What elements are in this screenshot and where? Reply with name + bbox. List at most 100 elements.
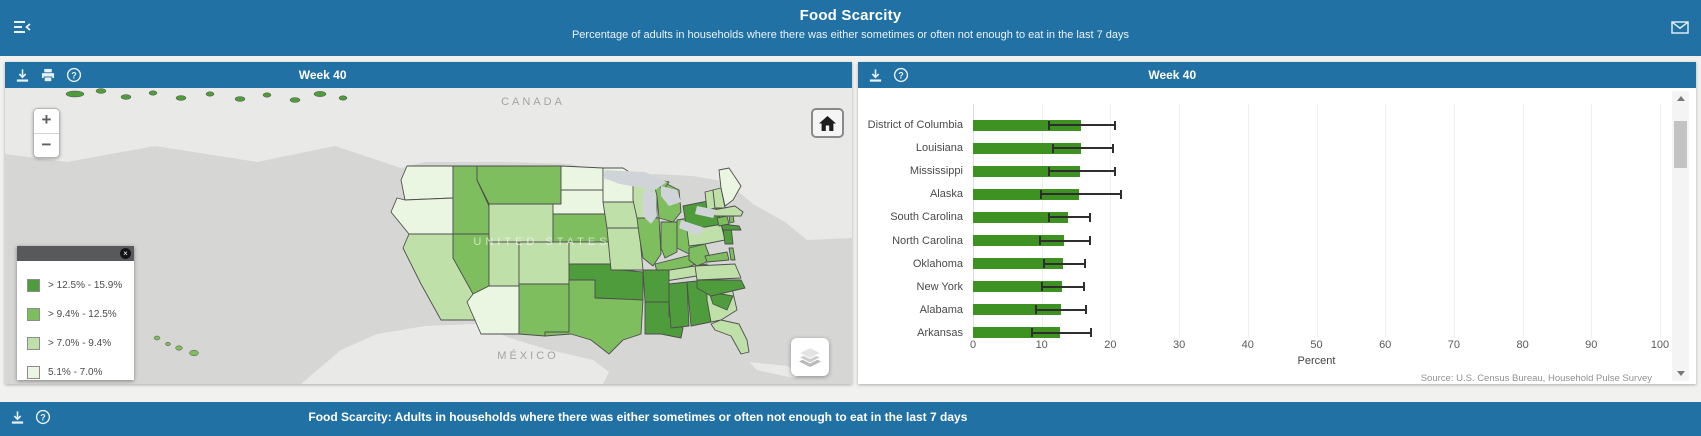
- error-bar: [1049, 124, 1116, 126]
- state-SD[interactable]: [552, 189, 606, 215]
- state-WA[interactable]: [400, 165, 454, 201]
- state-MO[interactable]: [606, 227, 644, 271]
- chart-panel-header: ? Week 40: [858, 62, 1696, 88]
- map-home-button[interactable]: [811, 108, 844, 138]
- x-tick-label: 80: [1516, 339, 1529, 351]
- legend-titlebar[interactable]: ×: [17, 246, 134, 261]
- state-NM[interactable]: [518, 283, 570, 337]
- state-FL[interactable]: [710, 319, 750, 355]
- error-bar-cap-high: [1114, 120, 1117, 130]
- bar-alaska[interactable]: [973, 188, 1079, 200]
- grid-line: [1660, 104, 1661, 338]
- bar-alabama[interactable]: [973, 304, 1061, 316]
- state-MT[interactable]: [476, 165, 562, 205]
- state-HI-islands[interactable]: [153, 335, 199, 357]
- state-ND[interactable]: [560, 165, 604, 191]
- grid-line: [1179, 104, 1181, 338]
- legend-swatch: [27, 337, 40, 350]
- bottom-chart-bar: ? Food Scarcity: Adults in households wh…: [0, 402, 1701, 436]
- layers-icon: [797, 346, 823, 367]
- state-CT[interactable]: [716, 215, 730, 227]
- bar-oklahoma[interactable]: [973, 258, 1063, 270]
- state-DE[interactable]: [728, 247, 736, 261]
- bar-category-label: South Carolina: [890, 211, 963, 224]
- error-bar-cap-high: [1119, 189, 1122, 199]
- state-NY-long-island[interactable]: [720, 223, 742, 231]
- scrollbar-thumb[interactable]: [1674, 121, 1687, 168]
- bar-category-label: North Carolina: [892, 234, 963, 247]
- x-tick-label: 90: [1585, 339, 1598, 351]
- state-IA[interactable]: [602, 201, 640, 229]
- error-bar-cap-low: [1041, 282, 1044, 292]
- bar-arkansas[interactable]: [973, 327, 1061, 339]
- state-MA[interactable]: [712, 205, 744, 217]
- help-icon[interactable]: ?: [66, 67, 82, 83]
- us-states: [390, 165, 750, 355]
- state-MD[interactable]: [704, 251, 730, 263]
- state-MS[interactable]: [668, 281, 690, 329]
- state-UT[interactable]: [488, 241, 520, 287]
- download-icon[interactable]: [10, 410, 25, 425]
- state-CO[interactable]: [518, 241, 570, 285]
- map-layers-button[interactable]: [791, 338, 829, 376]
- bar-new-york[interactable]: [973, 281, 1062, 293]
- zoom-in-button[interactable]: +: [34, 109, 59, 133]
- scroll-up-button[interactable]: [1672, 91, 1689, 106]
- error-bar-cap-low: [1039, 236, 1042, 245]
- legend-swatch: [27, 279, 40, 292]
- state-TX[interactable]: [544, 279, 644, 355]
- error-bar-cap-high: [1112, 143, 1115, 153]
- scroll-down-button[interactable]: [1672, 366, 1689, 381]
- state-AK-aleutians[interactable]: [65, 88, 348, 103]
- legend-swatch: [27, 308, 40, 321]
- legend-label: 5.1% - 7.0%: [48, 367, 103, 378]
- error-bar: [1044, 262, 1085, 265]
- state-IN[interactable]: [660, 221, 678, 259]
- state-NC[interactable]: [696, 279, 746, 297]
- download-icon[interactable]: [868, 68, 883, 83]
- bar-category-label: Arkansas: [917, 326, 963, 339]
- vertical-scrollbar[interactable]: [1672, 91, 1689, 381]
- legend-label: > 7.0% - 9.4%: [48, 338, 112, 349]
- state-ME[interactable]: [718, 167, 742, 207]
- legend-items: > 12.5% - 15.9% > 9.4% - 12.5% > 7.0% - 9.…: [17, 261, 134, 384]
- app-header: Food Scarcity Percentage of adults in ho…: [0, 0, 1701, 56]
- x-axis-label: Percent: [1297, 355, 1336, 367]
- x-tick-label: 20: [1104, 339, 1117, 351]
- bar-north-carolina[interactable]: [973, 235, 1064, 246]
- error-bar: [1042, 285, 1084, 288]
- grid-line: [1385, 104, 1387, 338]
- x-tick-label: 100: [1650, 339, 1670, 351]
- state-VA[interactable]: [694, 263, 742, 281]
- legend-close-button[interactable]: ×: [120, 248, 131, 259]
- bar-louisiana[interactable]: [973, 142, 1081, 154]
- download-icon[interactable]: [15, 68, 30, 83]
- state-AR[interactable]: [642, 269, 670, 303]
- map-canvas[interactable]: CANADA UNITED STATES MÉXICO + − ×: [5, 88, 852, 384]
- mail-icon[interactable]: [1671, 21, 1689, 34]
- error-bar: [1048, 170, 1116, 173]
- legend-label: > 9.4% - 12.5%: [48, 309, 117, 320]
- collapse-menu-icon[interactable]: [12, 19, 32, 35]
- state-SC[interactable]: [708, 291, 734, 311]
- legend-item: 5.1% - 7.0%: [27, 358, 134, 384]
- x-tick-label: 60: [1379, 339, 1392, 351]
- help-icon[interactable]: ?: [893, 67, 909, 83]
- error-bar-cap-low: [1048, 212, 1051, 222]
- bar-south-carolina[interactable]: [973, 211, 1068, 223]
- help-icon[interactable]: ?: [35, 409, 51, 425]
- bar-category-label: District of Columbia: [867, 119, 963, 131]
- grid-line: [1247, 104, 1249, 338]
- error-bar-cap-low: [1043, 259, 1046, 269]
- legend-swatch: [27, 366, 40, 379]
- zoom-out-button[interactable]: −: [34, 133, 59, 157]
- error-bar-cap-high: [1083, 259, 1086, 269]
- bar-mississippi[interactable]: [973, 165, 1081, 177]
- bar-district-of-columbia[interactable]: [973, 119, 1081, 131]
- great-lakes: [603, 170, 717, 236]
- print-icon[interactable]: [40, 68, 56, 83]
- error-bar-cap-low: [1040, 189, 1042, 199]
- grid-line: [1316, 104, 1318, 338]
- error-bar-cap-high: [1089, 212, 1092, 222]
- grid-line: [1110, 104, 1112, 338]
